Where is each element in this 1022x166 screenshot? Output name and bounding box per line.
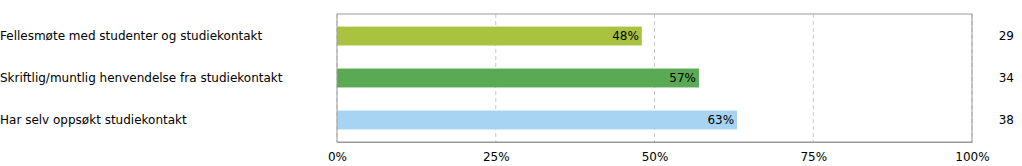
x-axis: 0% 25% 50% 75% 100% [328,142,990,164]
count-label: 29 [999,29,1014,43]
data-label: 48% [612,29,639,43]
bar [337,111,737,130]
category-labels: Fellesmøte med studenter og studiekontak… [0,29,283,127]
tick-label: 100% [955,150,989,164]
data-label: 63% [707,113,734,127]
tick-label: 25% [483,150,510,164]
grid [337,14,972,142]
plot-frame [337,14,972,142]
data-label: 57% [669,71,696,85]
chart: 0% 25% 50% 75% 100% Fellesmøte med studenter … [0,0,1022,166]
bar [337,69,699,88]
axis-domain [338,142,973,143]
category-label: Fellesmøte med studenter og studiekontak… [0,29,263,43]
tick: 100% [955,142,989,164]
data-labels: 48% 57% 63% [612,29,734,127]
tick-label: 75% [800,150,827,164]
tick: 50% [642,142,669,164]
bars [337,27,737,130]
grid-line [813,14,814,142]
tick-label: 0% [328,150,347,164]
counts: 29 34 38 [999,29,1014,127]
tick-label: 50% [642,150,669,164]
bar [337,27,642,46]
tick: 25% [483,142,510,164]
category-label: Skriftlig/muntlig henvendelse fra studie… [0,71,283,85]
tick: 0% [328,142,347,164]
category-label: Har selv oppsøkt studiekontakt [0,113,187,127]
count-label: 34 [999,71,1014,85]
count-label: 38 [999,113,1014,127]
tick: 75% [800,142,827,164]
